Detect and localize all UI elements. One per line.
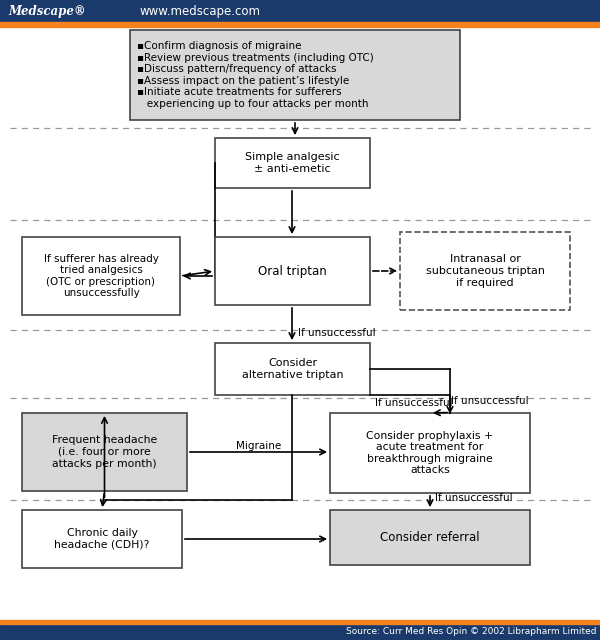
Bar [330, 413, 530, 493]
Text: Medscape®: Medscape® [8, 4, 86, 17]
Bar [0, 624, 600, 640]
Bar [0, 22, 600, 27]
Bar [0, 0, 600, 22]
Bar [22, 237, 180, 315]
Text: Consider
alternative triptan: Consider alternative triptan [242, 358, 343, 380]
Text: Frequent headache
(i.e. four or more
attacks per month): Frequent headache (i.e. four or more att… [52, 435, 157, 468]
Text: Oral triptan: Oral triptan [258, 264, 327, 278]
Text: ▪Confirm diagnosis of migraine
▪Review previous treatments (including OTC)
▪Disc: ▪Confirm diagnosis of migraine ▪Review p… [137, 41, 374, 109]
Text: If sufferer has already
tried analgesics
(OTC or prescription)
unsuccessfully: If sufferer has already tried analgesics… [44, 253, 158, 298]
Text: Consider prophylaxis +
acute treatment for
breakthrough migraine
attacks: Consider prophylaxis + acute treatment f… [367, 431, 494, 476]
Bar [22, 510, 182, 568]
Bar [0, 620, 600, 624]
Text: If unsuccessful: If unsuccessful [375, 398, 452, 408]
Bar [400, 232, 570, 310]
Text: Intranasal or
subcutaneous triptan
if required: Intranasal or subcutaneous triptan if re… [425, 254, 545, 287]
Bar [215, 237, 370, 305]
Bar [215, 138, 370, 188]
Text: If unsuccessful: If unsuccessful [451, 396, 529, 406]
Text: Simple analgesic
± anti-emetic: Simple analgesic ± anti-emetic [245, 152, 340, 174]
Text: Consider referral: Consider referral [380, 531, 480, 544]
Text: Chronic daily
headache (CDH)?: Chronic daily headache (CDH)? [55, 528, 149, 550]
Bar [330, 510, 530, 565]
Bar [130, 30, 460, 120]
Text: If unsuccessful: If unsuccessful [298, 328, 376, 338]
Text: Source: Curr Med Res Opin © 2002 Librapharm Limited: Source: Curr Med Res Opin © 2002 Libraph… [346, 627, 596, 637]
Text: Migraine: Migraine [236, 441, 281, 451]
Bar [22, 413, 187, 491]
Bar [215, 343, 370, 395]
Text: www.medscape.com: www.medscape.com [139, 4, 260, 17]
Text: If unsuccessful: If unsuccessful [435, 493, 512, 503]
